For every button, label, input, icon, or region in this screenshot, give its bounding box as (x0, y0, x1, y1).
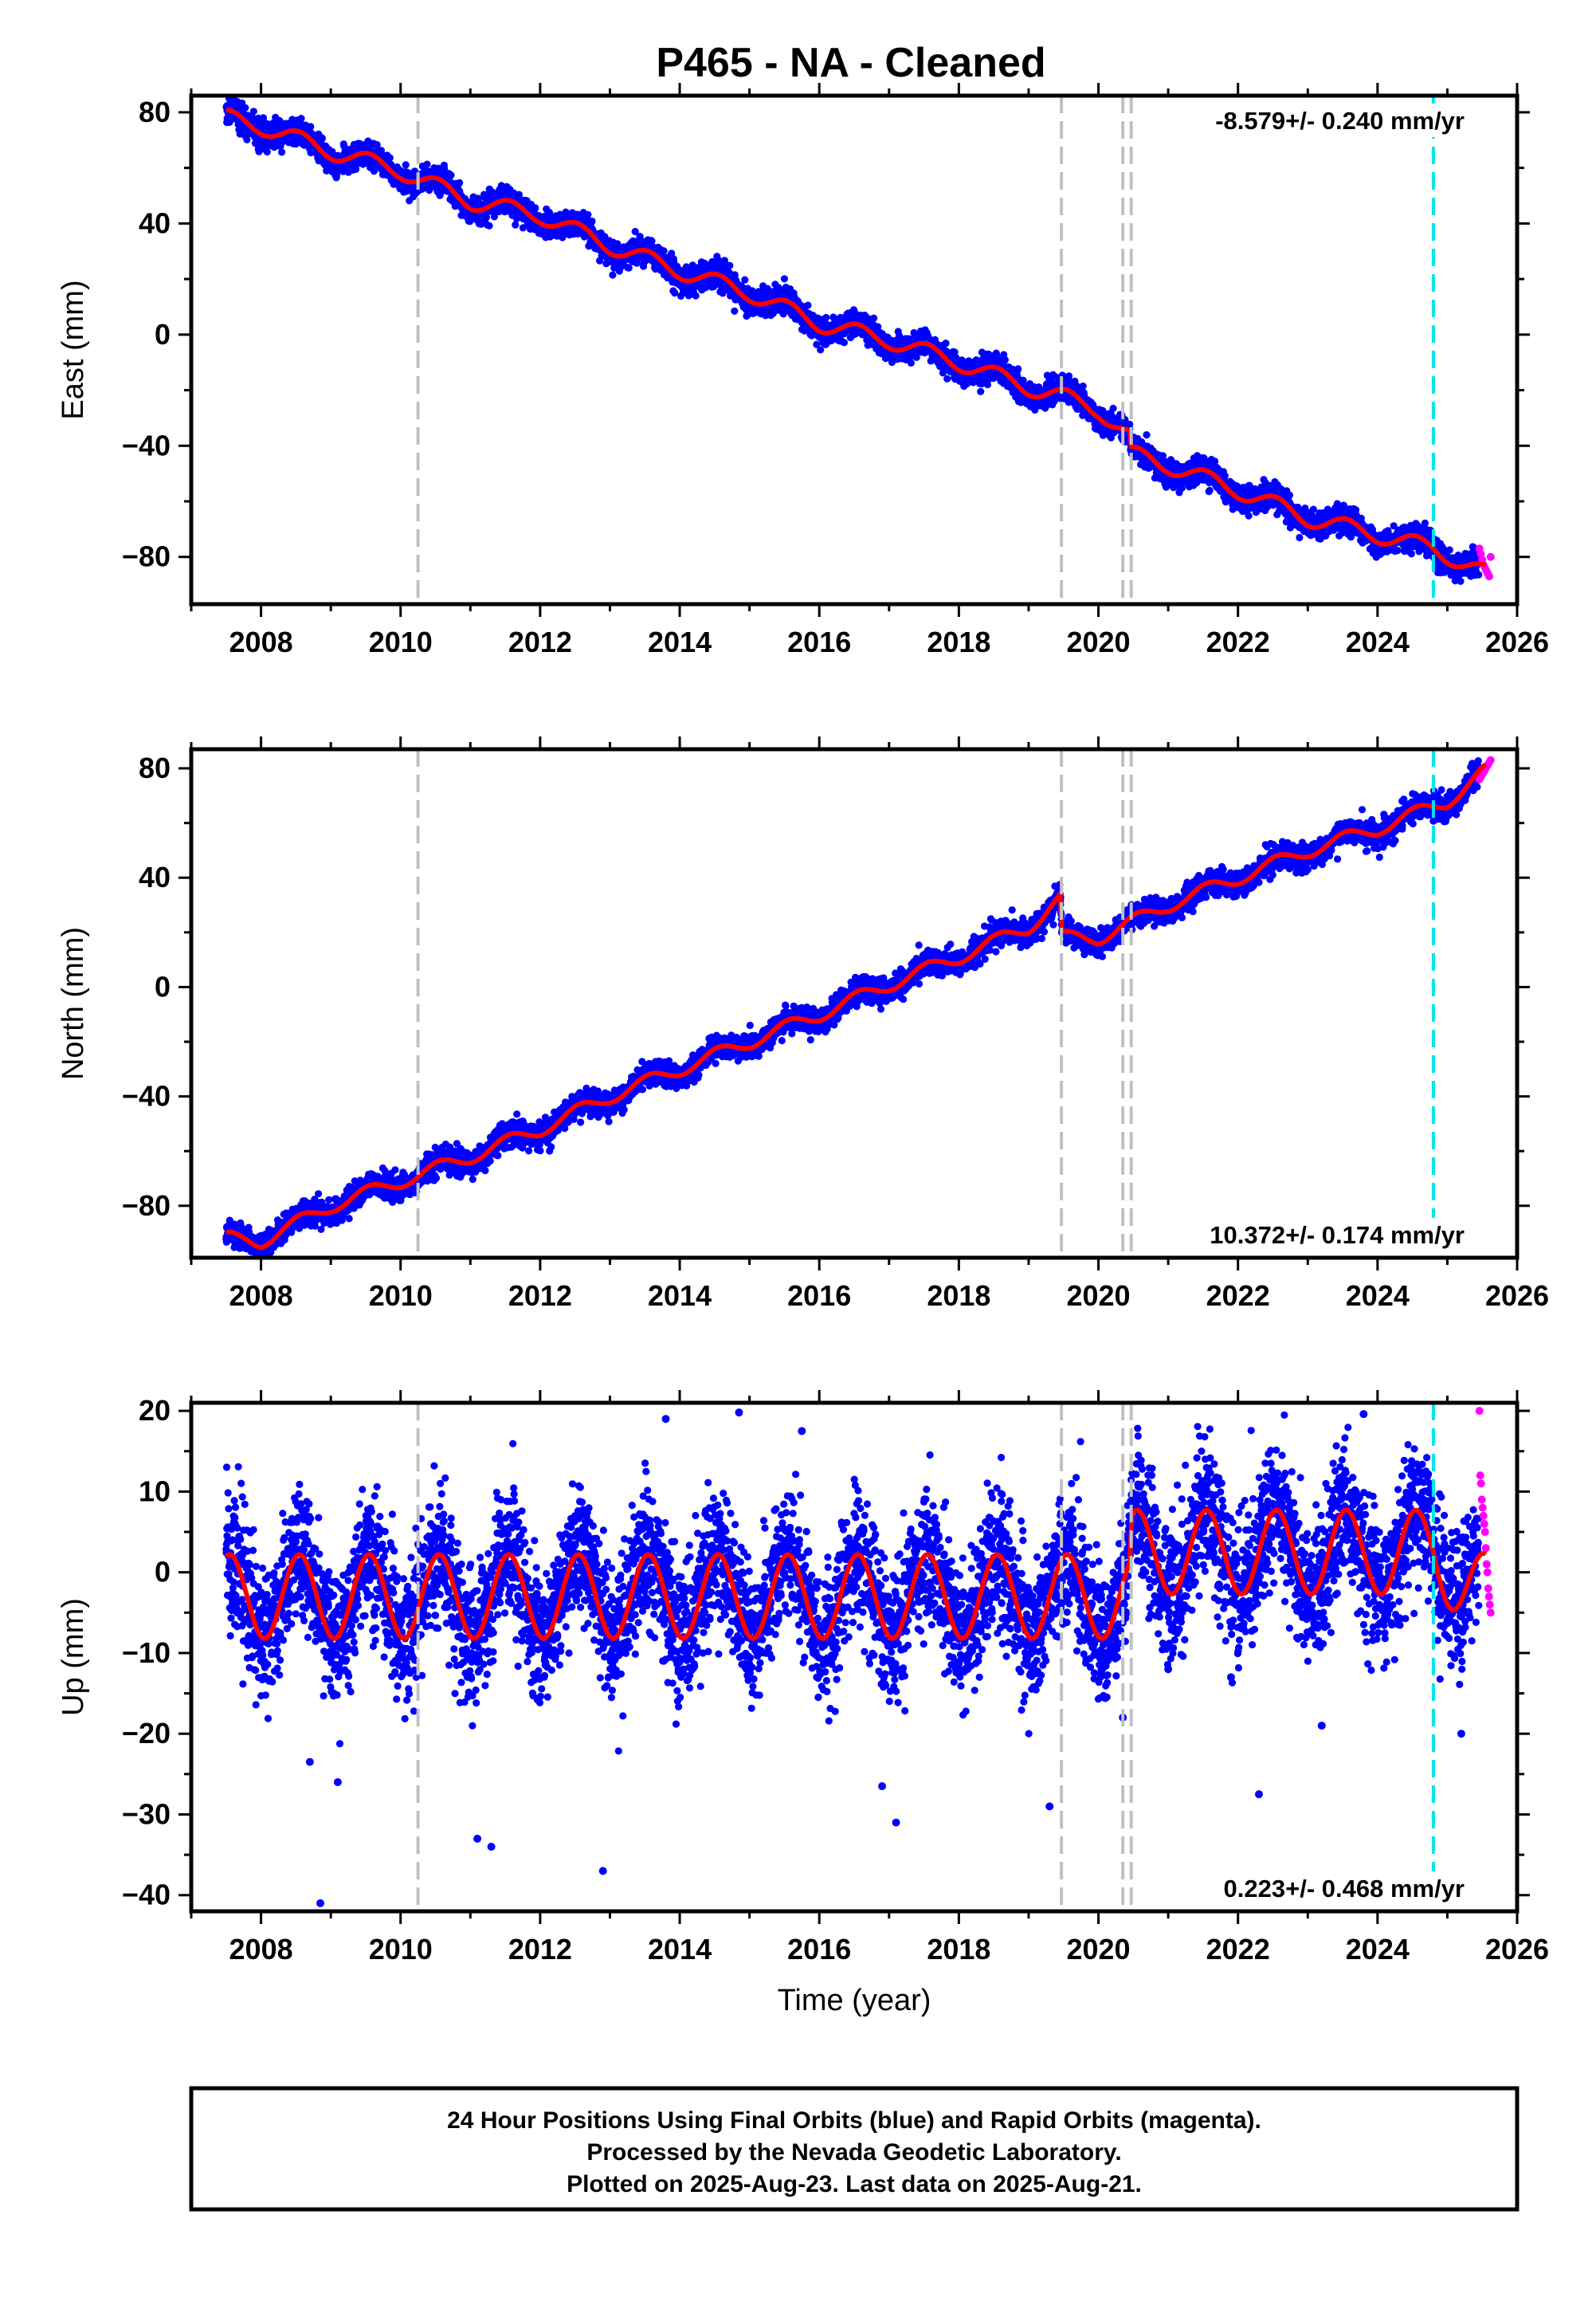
final-point (1143, 431, 1151, 439)
final-point (278, 148, 286, 156)
final-point (386, 154, 394, 162)
final-point (485, 222, 493, 230)
final-point (943, 375, 951, 383)
final-point (423, 160, 431, 168)
final-point (817, 346, 825, 354)
final-point (1109, 404, 1117, 412)
final-point (1245, 512, 1253, 520)
final-point (870, 314, 878, 322)
final-point (318, 134, 326, 143)
final-point (840, 339, 849, 347)
final-point (625, 264, 633, 272)
final-point (1065, 372, 1073, 380)
final-point (1221, 472, 1229, 480)
final-point (731, 307, 739, 315)
final-point (263, 147, 271, 156)
final-point (402, 161, 410, 169)
final-point (741, 276, 749, 284)
plot-area (222, 96, 1495, 585)
final-point (660, 247, 668, 255)
final-point (692, 292, 700, 300)
final-point (977, 387, 985, 395)
final-point (609, 271, 617, 279)
final-point (907, 359, 915, 367)
final-point (249, 108, 257, 116)
final-point (780, 275, 789, 283)
final-point (456, 179, 464, 187)
final-point (822, 313, 830, 322)
final-point (531, 204, 539, 212)
final-point (1079, 382, 1087, 391)
final-point (297, 115, 305, 123)
final-point (726, 261, 734, 269)
final-point (1206, 486, 1214, 495)
final-point (942, 340, 950, 348)
final-point (241, 104, 249, 112)
final-point (447, 171, 455, 179)
final-point (1014, 365, 1022, 373)
final-point (588, 217, 596, 226)
final-point (512, 221, 520, 229)
final-point (1019, 376, 1027, 384)
final-point (307, 123, 315, 131)
final-point (243, 135, 251, 143)
final-point (804, 301, 812, 309)
final-point (1001, 355, 1009, 364)
final-point (584, 210, 592, 218)
figure-title: P465 - NA - Cleaned (656, 40, 1045, 86)
